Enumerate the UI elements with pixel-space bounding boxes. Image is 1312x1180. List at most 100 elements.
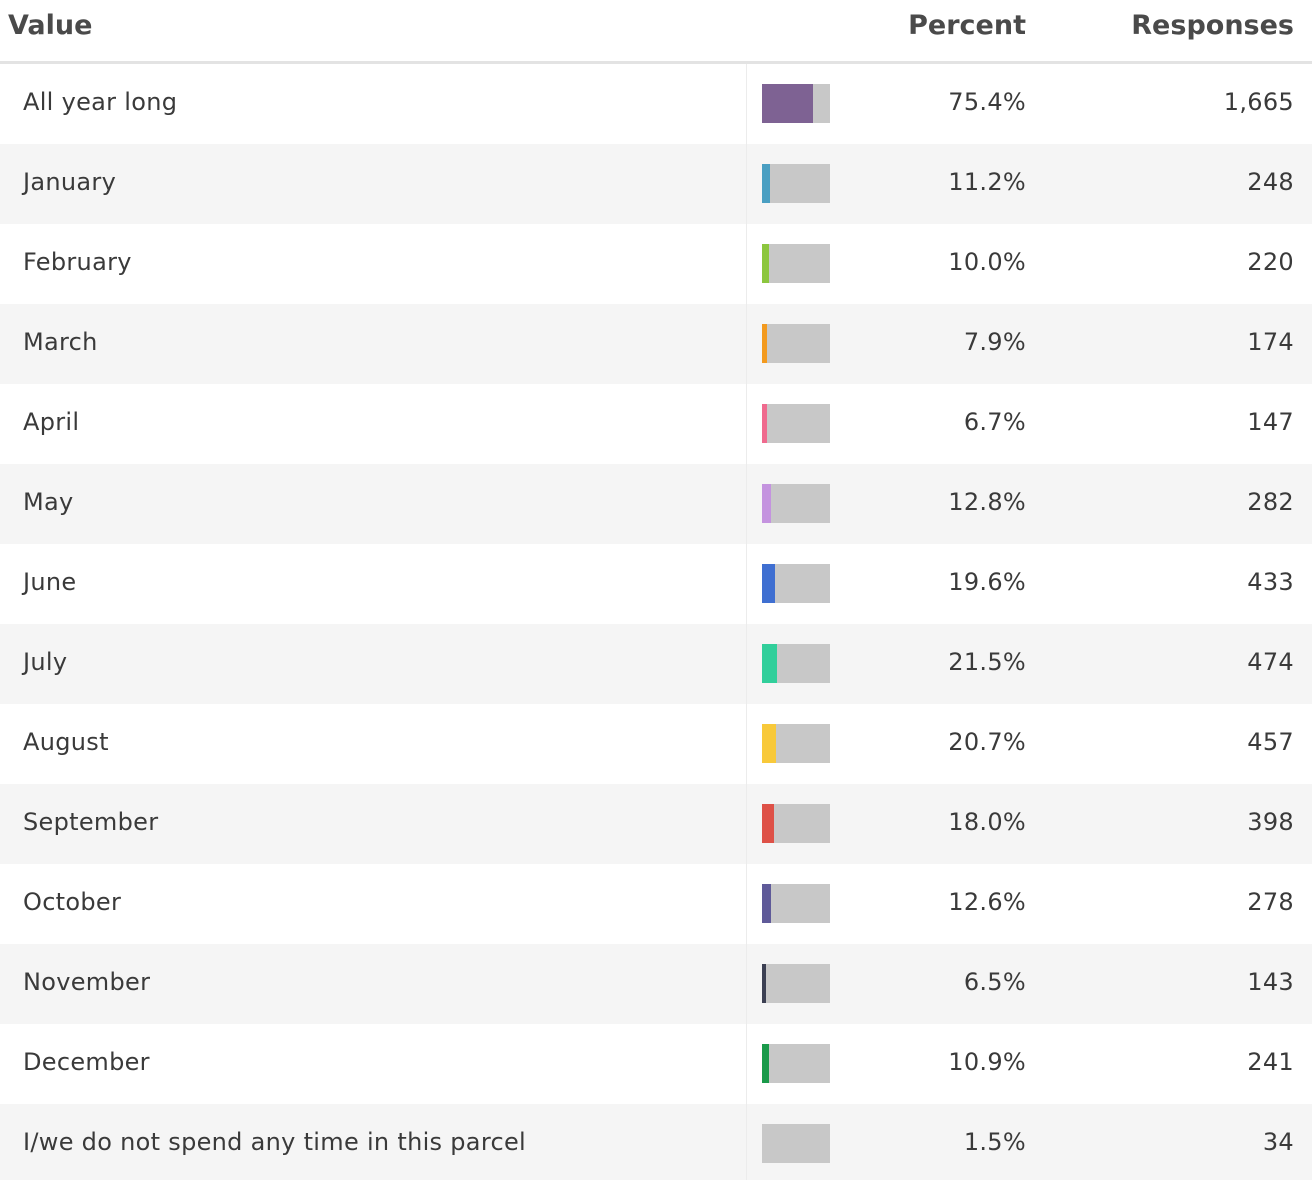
row-responses: 1,665 — [1223, 88, 1294, 116]
percent-bar-fill — [762, 1044, 769, 1083]
percent-bar-fill — [762, 164, 770, 203]
column-divider — [746, 864, 747, 944]
column-divider — [746, 224, 747, 304]
table-body: All year long 75.4% 1,665 January 11.2% 248 Fe… — [0, 64, 1312, 1180]
percent-bar — [762, 404, 830, 443]
percent-bar-fill — [762, 884, 771, 923]
row-percent: 19.6% — [948, 568, 1026, 596]
row-responses: 220 — [1247, 248, 1294, 276]
row-label: I/we do not spend any time in this parce… — [23, 1128, 526, 1156]
table-row: All year long 75.4% 1,665 — [0, 64, 1312, 144]
table-header: Value Percent Responses — [0, 0, 1312, 64]
column-divider — [746, 624, 747, 704]
row-label: October — [23, 888, 122, 916]
column-divider — [746, 1104, 747, 1180]
percent-bar-fill — [762, 484, 771, 523]
column-header-responses[interactable]: Responses — [1131, 10, 1294, 41]
row-label: January — [23, 168, 117, 196]
row-percent: 10.9% — [948, 1048, 1026, 1076]
table-row: September 18.0% 398 — [0, 784, 1312, 864]
row-responses: 457 — [1247, 728, 1294, 756]
row-label: May — [23, 488, 74, 516]
row-percent: 12.8% — [948, 488, 1026, 516]
percent-bar-fill — [762, 644, 777, 683]
row-percent: 75.4% — [948, 88, 1026, 116]
row-responses: 433 — [1247, 568, 1294, 596]
column-divider — [746, 144, 747, 224]
row-responses: 398 — [1247, 808, 1294, 836]
column-divider — [746, 64, 747, 144]
percent-bar-fill — [762, 964, 766, 1003]
table-row: I/we do not spend any time in this parce… — [0, 1104, 1312, 1180]
column-divider — [746, 784, 747, 864]
table-row: April 6.7% 147 — [0, 384, 1312, 464]
percent-bar-fill — [762, 84, 813, 123]
column-divider — [746, 944, 747, 1024]
percent-bar — [762, 164, 830, 203]
column-divider — [746, 464, 747, 544]
row-label: February — [23, 248, 132, 276]
percent-bar — [762, 484, 830, 523]
row-label: September — [23, 808, 159, 836]
table-row: August 20.7% 457 — [0, 704, 1312, 784]
row-label: November — [23, 968, 151, 996]
table-row: February 10.0% 220 — [0, 224, 1312, 304]
row-label: July — [23, 648, 68, 676]
table-row: November 6.5% 143 — [0, 944, 1312, 1024]
column-divider — [746, 704, 747, 784]
column-divider — [746, 1024, 747, 1104]
row-responses: 174 — [1247, 328, 1294, 356]
column-header-percent[interactable]: Percent — [908, 10, 1026, 41]
percent-bar-fill — [762, 564, 775, 603]
row-responses: 34 — [1262, 1128, 1294, 1156]
row-percent: 20.7% — [948, 728, 1026, 756]
row-responses: 241 — [1247, 1048, 1294, 1076]
row-responses: 282 — [1247, 488, 1294, 516]
row-label: All year long — [23, 88, 178, 116]
table-row: June 19.6% 433 — [0, 544, 1312, 624]
column-divider — [746, 304, 747, 384]
table-row: May 12.8% 282 — [0, 464, 1312, 544]
percent-bar — [762, 1124, 830, 1163]
percent-bar-fill — [762, 724, 776, 763]
row-percent: 21.5% — [948, 648, 1026, 676]
percent-bar — [762, 84, 830, 123]
percent-bar-fill — [762, 244, 769, 283]
row-responses: 248 — [1247, 168, 1294, 196]
row-percent: 1.5% — [963, 1128, 1026, 1156]
column-divider — [746, 384, 747, 464]
row-percent: 6.5% — [963, 968, 1026, 996]
percent-bar — [762, 1044, 830, 1083]
row-label: December — [23, 1048, 150, 1076]
table-row: October 12.6% 278 — [0, 864, 1312, 944]
percent-bar-fill — [762, 404, 767, 443]
table-row: March 7.9% 174 — [0, 304, 1312, 384]
percent-bar-fill — [762, 804, 774, 843]
column-header-value[interactable]: Value — [8, 10, 93, 41]
row-responses: 278 — [1247, 888, 1294, 916]
row-label: June — [23, 568, 77, 596]
table-row: December 10.9% 241 — [0, 1024, 1312, 1104]
column-divider — [746, 544, 747, 624]
row-percent: 11.2% — [948, 168, 1026, 196]
percent-bar — [762, 644, 830, 683]
row-percent: 6.7% — [963, 408, 1026, 436]
table-row: July 21.5% 474 — [0, 624, 1312, 704]
row-responses: 147 — [1247, 408, 1294, 436]
percent-bar — [762, 884, 830, 923]
table-row: January 11.2% 248 — [0, 144, 1312, 224]
percent-bar — [762, 964, 830, 1003]
row-label: August — [23, 728, 109, 756]
percent-bar — [762, 564, 830, 603]
percent-bar — [762, 244, 830, 283]
row-label: April — [23, 408, 80, 436]
row-responses: 143 — [1247, 968, 1294, 996]
row-label: March — [23, 328, 98, 356]
row-percent: 10.0% — [948, 248, 1026, 276]
percent-bar-fill — [762, 1124, 763, 1163]
row-percent: 7.9% — [963, 328, 1026, 356]
percent-bar-fill — [762, 324, 767, 363]
percent-bar — [762, 324, 830, 363]
row-percent: 12.6% — [948, 888, 1026, 916]
row-responses: 474 — [1247, 648, 1294, 676]
